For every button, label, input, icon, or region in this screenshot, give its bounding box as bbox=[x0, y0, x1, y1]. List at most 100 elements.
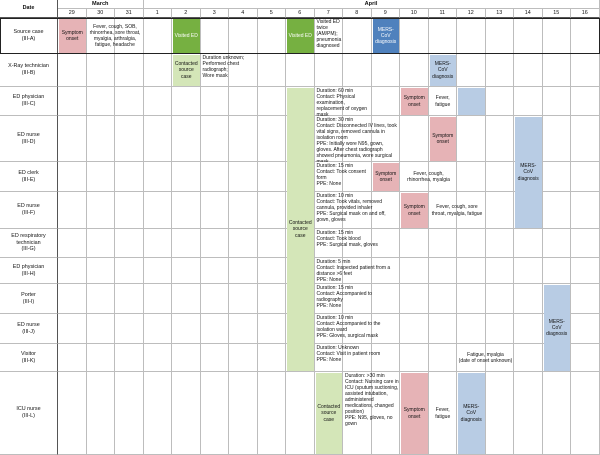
day-header: 6 bbox=[286, 9, 315, 18]
grid-cell bbox=[571, 372, 600, 455]
row-label: X-Ray technician (III-B) bbox=[0, 54, 58, 87]
grid-cell bbox=[400, 284, 429, 314]
source-visited-ed-1: Visited ED bbox=[173, 19, 200, 53]
b-contact-note: Duration unknown; Performed chest radiog… bbox=[202, 55, 245, 79]
h-contact-note: Duration: 5 min Contact: Inspected patie… bbox=[316, 259, 391, 283]
grid-cell bbox=[200, 344, 229, 372]
grid-cell bbox=[400, 314, 429, 344]
grid-cell bbox=[371, 314, 400, 344]
grid-cell bbox=[86, 87, 115, 116]
c-symptoms: Fever, fatigue bbox=[435, 95, 451, 108]
grid-cell bbox=[229, 54, 258, 87]
date-header: Date bbox=[0, 0, 58, 18]
grid-cell bbox=[172, 87, 201, 116]
grid-cell bbox=[400, 87, 429, 116]
grid-cell bbox=[514, 284, 543, 314]
grid-cell bbox=[143, 314, 172, 344]
b-mers-diagnosis: MERS-CoV diagnosis bbox=[429, 55, 456, 86]
grid-cell bbox=[571, 87, 600, 116]
grid-cell bbox=[457, 344, 486, 372]
grid-cell bbox=[143, 18, 172, 54]
grid-cell bbox=[514, 87, 543, 116]
grid-cell bbox=[200, 162, 229, 192]
grid-cell bbox=[542, 87, 571, 116]
l-symptoms: Fever, fatigue bbox=[435, 407, 451, 420]
e-symptom-onset: Symptom onset bbox=[372, 163, 399, 191]
grid-cell bbox=[115, 162, 144, 192]
grid-cell bbox=[428, 229, 457, 258]
grid-cell bbox=[542, 18, 571, 54]
grid-cell bbox=[58, 162, 87, 192]
grid-cell bbox=[314, 192, 343, 229]
row-label: Visitor (III-K) bbox=[0, 344, 58, 372]
grid-cell bbox=[86, 258, 115, 284]
row-label: ED respiratory technician (III-G) bbox=[0, 229, 58, 258]
grid-cell bbox=[343, 116, 372, 162]
grid-cell bbox=[257, 162, 286, 192]
j-contact-note: Duration: 10 min Contact: Accompanied to… bbox=[316, 315, 381, 339]
grid-cell bbox=[371, 87, 400, 116]
e-symptoms: Fever, cough, rhinorrhea, myalgia bbox=[407, 170, 450, 183]
grid-cell bbox=[571, 344, 600, 372]
grid-cell bbox=[286, 344, 315, 372]
row-label: ED clerk (III-E) bbox=[0, 162, 58, 192]
grid-cell bbox=[457, 258, 486, 284]
c-mers-diagnosis bbox=[458, 88, 485, 115]
grid-cell bbox=[229, 284, 258, 314]
grid-cell bbox=[115, 87, 144, 116]
grid-cell bbox=[172, 344, 201, 372]
day-header: 9 bbox=[371, 9, 400, 18]
grid-cell bbox=[86, 162, 115, 192]
row-label: ED nurse (III-J) bbox=[0, 314, 58, 344]
grid-cell bbox=[172, 372, 201, 455]
grid-cell bbox=[143, 372, 172, 455]
source-visited-ed-2: Visited ED bbox=[287, 19, 314, 53]
day-header: 3 bbox=[200, 9, 229, 18]
grid-cell bbox=[115, 192, 144, 229]
row-label: ED nurse (III-D) bbox=[0, 116, 58, 162]
l-contacted-source: Contacted source case bbox=[315, 373, 342, 454]
grid-cell bbox=[485, 314, 514, 344]
grid-cell bbox=[571, 54, 600, 87]
grid-cell bbox=[571, 162, 600, 192]
grid-cell bbox=[400, 192, 429, 229]
grid-cell bbox=[257, 192, 286, 229]
c-contact-note: Duration: 60 min Contact: Physical exami… bbox=[316, 88, 368, 116]
grid-cell bbox=[314, 162, 343, 192]
grid-cell bbox=[457, 54, 486, 87]
grid-cell bbox=[286, 54, 315, 87]
grid-cell bbox=[314, 258, 343, 284]
grid-cell bbox=[86, 314, 115, 344]
source-mers-diagnosis: MERS-CoV diagnosis bbox=[372, 19, 399, 53]
grid-cell bbox=[86, 372, 115, 455]
i-j-mers-diagnosis-span: MERS-CoV diagnosis bbox=[543, 285, 570, 371]
grid-cell bbox=[86, 192, 115, 229]
i-contact-note: Duration: 15 min Contact: Accompanied to… bbox=[316, 285, 373, 309]
ed-contacted-source-span: Contacted source case bbox=[287, 88, 314, 371]
grid-cell bbox=[86, 54, 115, 87]
grid-cell bbox=[314, 54, 343, 87]
day-header: 1 bbox=[143, 9, 172, 18]
grid-cell bbox=[457, 162, 486, 192]
row-label: ED physician (III-C) bbox=[0, 87, 58, 116]
grid-cell bbox=[400, 229, 429, 258]
grid-cell bbox=[371, 258, 400, 284]
grid-cell bbox=[229, 229, 258, 258]
grid-cell bbox=[229, 116, 258, 162]
grid-cell bbox=[571, 258, 600, 284]
grid-cell bbox=[571, 192, 600, 229]
grid-cell bbox=[172, 314, 201, 344]
grid-cell bbox=[172, 54, 201, 87]
grid-cell bbox=[115, 344, 144, 372]
grid-cell bbox=[257, 344, 286, 372]
grid-cell bbox=[172, 258, 201, 284]
grid-cell bbox=[200, 87, 229, 116]
grid-cell bbox=[485, 87, 514, 116]
grid-cell bbox=[485, 18, 514, 54]
grid-cell bbox=[58, 192, 87, 229]
grid-cell bbox=[200, 258, 229, 284]
grid-cell bbox=[571, 229, 600, 258]
grid-cell bbox=[257, 372, 286, 455]
grid-cell bbox=[343, 54, 372, 87]
grid-cell bbox=[343, 192, 372, 229]
